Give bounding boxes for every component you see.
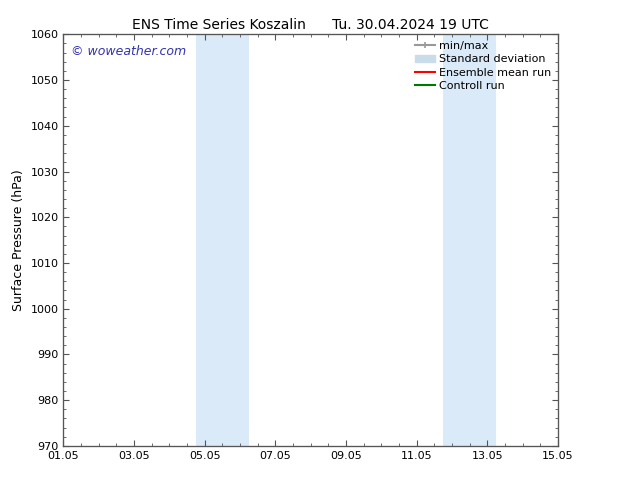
Y-axis label: Surface Pressure (hPa): Surface Pressure (hPa) xyxy=(12,169,25,311)
Bar xyxy=(443,34,496,446)
Text: © woweather.com: © woweather.com xyxy=(71,45,186,58)
Legend: min/max, Standard deviation, Ensemble mean run, Controll run: min/max, Standard deviation, Ensemble me… xyxy=(410,37,555,96)
Bar xyxy=(196,34,249,446)
Title: ENS Time Series Koszalin      Tu. 30.04.2024 19 UTC: ENS Time Series Koszalin Tu. 30.04.2024 … xyxy=(133,18,489,32)
